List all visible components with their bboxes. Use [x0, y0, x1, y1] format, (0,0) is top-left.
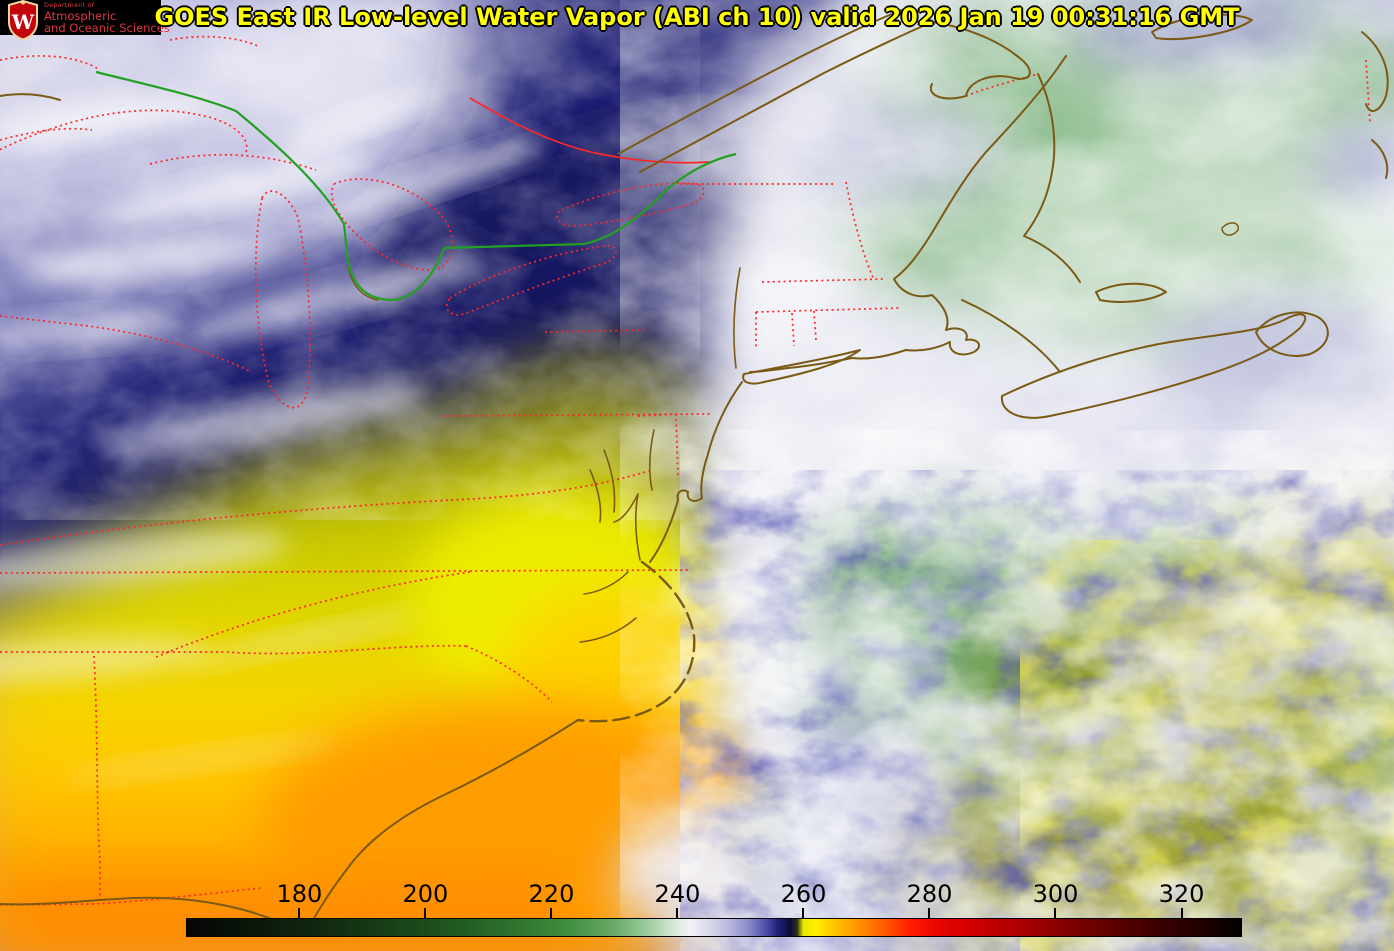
cirrus-wisps — [0, 87, 545, 782]
logo-department-label: Department of — [44, 1, 95, 9]
colorbar-tick — [550, 908, 553, 918]
logo-text: Department of Atmospheric and Oceanic Sc… — [44, 2, 170, 34]
colorbar-tick-label: 180 — [276, 880, 323, 908]
crest-letter: W — [11, 10, 35, 34]
colorbar-tick — [928, 908, 931, 918]
colorbar-tick — [298, 908, 301, 918]
colorbar-tick — [424, 908, 427, 918]
colorbar-tick — [676, 908, 679, 918]
state-borders — [0, 35, 1371, 906]
colorbar-tick — [1054, 908, 1057, 918]
colorbar-tick-label: 320 — [1158, 880, 1205, 908]
colorbar — [186, 918, 1242, 937]
colorbar-tick-label: 240 — [654, 880, 701, 908]
coastlines — [0, 5, 1389, 935]
colorbar-tick-label: 200 — [402, 880, 449, 908]
colorbar-tick — [802, 908, 805, 918]
colorbar-tick-label: 260 — [780, 880, 827, 908]
colorbar-tick-label: 300 — [1032, 880, 1079, 908]
uw-crest-logo: W — [8, 0, 38, 40]
international-border — [95, 70, 737, 302]
logo-bar: W Department of Atmospheric and Oceanic … — [0, 0, 170, 40]
colorbar-tick-label: 280 — [906, 880, 953, 908]
colorbar-tick-label: 220 — [528, 880, 575, 908]
colorbar-ticks: 180 200 220 240 260 280 300 320 — [186, 880, 1242, 942]
logo-name-line2: and Oceanic Sciences — [44, 20, 170, 35]
logo-name-line1: Atmospheric — [44, 8, 117, 23]
image-title: GOES East IR Low-level Water Vapor (ABI … — [154, 3, 1240, 31]
colorbar-tick — [1180, 908, 1183, 918]
